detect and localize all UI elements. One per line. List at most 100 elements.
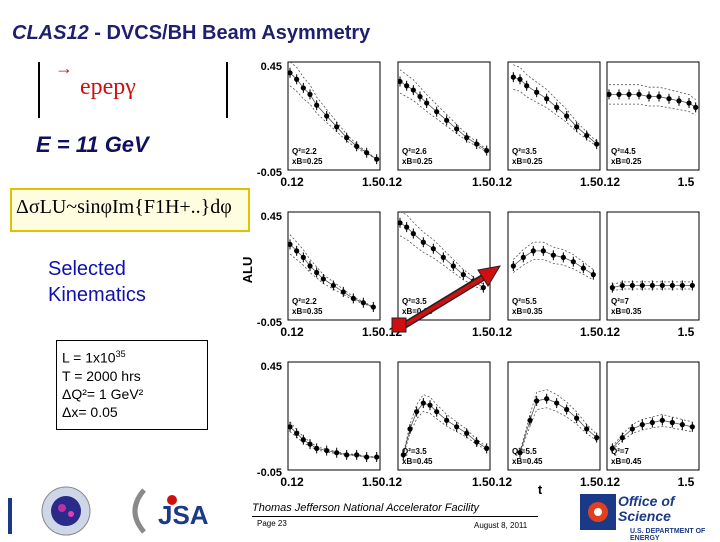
model-curve <box>513 241 594 270</box>
data-point <box>693 104 699 110</box>
run-parameters: L = 1x1035 T = 2000 hrs ΔQ²= 1 GeV² Δx= … <box>62 345 143 421</box>
y-axis-label: ALU <box>240 257 255 284</box>
q2-label: Q²=7 <box>611 297 630 306</box>
slide-title: CLAS12 - DVCS/BH Beam Asymmetry <box>12 22 370 45</box>
data-point <box>287 424 293 430</box>
data-point <box>646 93 652 100</box>
formula-box <box>10 188 250 232</box>
data-point <box>420 239 426 245</box>
chart-panel <box>507 61 601 171</box>
model-curve <box>513 76 597 145</box>
data-point <box>314 445 320 451</box>
data-point <box>609 285 615 291</box>
data-point <box>544 396 550 402</box>
x-tick-label: 0.12 <box>280 175 304 189</box>
data-point <box>540 248 546 254</box>
data-point <box>360 300 366 306</box>
footer-title: Thomas Jefferson National Accelerator Fa… <box>252 502 480 514</box>
luminosity-param: L = 1x1035 <box>62 349 126 366</box>
x-tick-label: 1.50.12 <box>472 325 512 339</box>
data-point <box>554 400 560 406</box>
model-curve <box>289 421 377 458</box>
model-curve <box>609 103 696 116</box>
data-point <box>594 141 600 147</box>
y-tick-label: 0.45 <box>261 211 282 223</box>
vector-arrow-icon: → <box>55 58 73 78</box>
model-curve <box>289 234 374 308</box>
q2-label: Q²=5.5 <box>512 447 537 456</box>
y-tick-label: 0.45 <box>261 361 282 373</box>
q2-label: Q²=3.5 <box>512 147 537 156</box>
x-tick-label: 0.12 <box>280 325 304 339</box>
data-point <box>686 100 692 106</box>
data-point <box>300 437 306 443</box>
data-point <box>636 91 642 97</box>
x-tick-label: 1.50.12 <box>362 175 402 189</box>
data-point <box>530 248 536 254</box>
data-point <box>606 91 612 97</box>
data-point <box>629 426 635 432</box>
x-tick-label: 0.12 <box>280 475 304 489</box>
data-point <box>689 424 695 430</box>
data-point <box>510 74 516 80</box>
data-point <box>364 454 370 460</box>
model-curve <box>519 389 597 452</box>
data-point <box>454 126 460 132</box>
data-point <box>464 135 470 141</box>
data-point <box>560 254 566 260</box>
data-point <box>344 135 350 141</box>
y-tick-label: -0.05 <box>257 467 282 479</box>
highlight-arrow-fill <box>398 274 488 330</box>
footer-divider <box>252 516 538 517</box>
data-point <box>444 117 450 123</box>
data-point <box>676 98 682 104</box>
xb-label: xB=0.35 <box>512 307 543 316</box>
x-tick-label: 1.5 <box>678 475 695 489</box>
chart-panel <box>606 61 700 171</box>
time-param: T = 2000 hrs <box>62 367 141 384</box>
data-point <box>450 263 456 269</box>
asymmetry-formula: ΔσLU~sinφIm{F1H+..}dφ <box>16 196 232 218</box>
model-curve <box>609 94 696 108</box>
params-box <box>56 340 208 430</box>
data-point <box>370 304 376 310</box>
data-point <box>574 124 580 130</box>
data-point <box>484 445 490 451</box>
data-point <box>397 220 403 226</box>
data-point <box>364 150 370 156</box>
data-point <box>594 435 600 441</box>
reaction-label: epepγ <box>80 74 136 100</box>
data-point <box>287 241 293 247</box>
data-point <box>626 91 632 97</box>
y-tick-label: -0.05 <box>257 317 282 329</box>
model-curve <box>513 89 597 147</box>
model-curve <box>289 431 377 458</box>
y-tick-label: 0.45 <box>261 61 282 73</box>
data-point <box>649 282 655 289</box>
model-curve <box>399 69 487 150</box>
reaction-box <box>38 62 228 118</box>
data-point <box>424 100 430 106</box>
data-point <box>324 447 330 454</box>
data-point <box>454 424 460 430</box>
data-point <box>619 282 625 289</box>
data-point <box>616 91 622 97</box>
data-point <box>679 282 685 289</box>
data-point <box>484 147 490 154</box>
data-point <box>474 439 480 445</box>
data-point <box>554 104 560 110</box>
jsa-logo: JSA <box>132 488 209 534</box>
data-point <box>534 398 540 404</box>
xb-label: xB=0.45 <box>512 457 543 466</box>
selected-line-2: Kinematics <box>48 284 146 306</box>
chart-panel <box>397 361 491 471</box>
data-point <box>320 276 326 282</box>
data-point <box>639 282 645 289</box>
data-point <box>550 252 556 258</box>
xb-label: xB=0.25 <box>512 157 543 166</box>
xb-label: xB=0.25 <box>611 157 642 166</box>
data-point <box>434 109 440 115</box>
data-point <box>417 93 423 100</box>
beam-energy: E = 11 GeV <box>36 132 149 157</box>
